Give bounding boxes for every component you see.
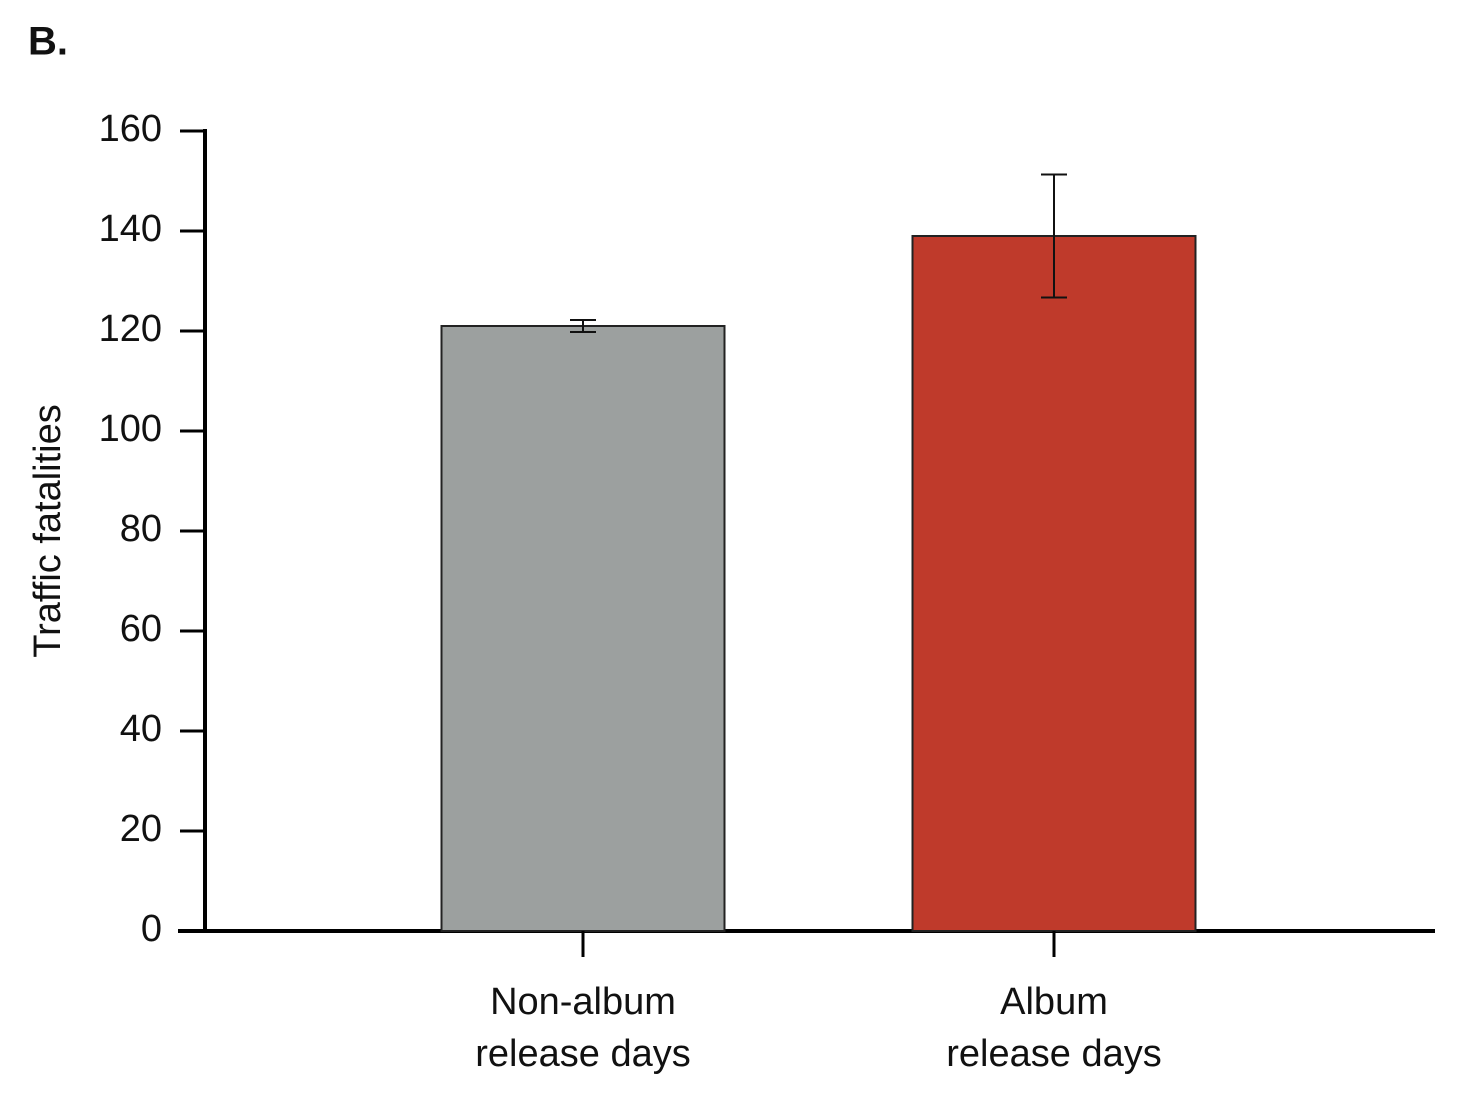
y-tick-label: 160: [99, 108, 162, 150]
x-tick-label: Album: [1000, 981, 1108, 1023]
y-tick-label: 40: [120, 708, 162, 750]
bar: [440, 325, 726, 932]
y-tick-label: 80: [120, 508, 162, 550]
panel-label: B.: [28, 20, 68, 64]
y-tick-label: 60: [120, 608, 162, 650]
x-tick-label: Non-album: [490, 981, 676, 1023]
y-axis-label: Traffic fatalities: [27, 404, 69, 657]
error-bar: [570, 319, 596, 333]
y-tick-label: 140: [99, 208, 162, 250]
y-tick-label: 120: [99, 308, 162, 350]
bar: [911, 235, 1197, 932]
y-tick-label: 100: [99, 408, 162, 450]
x-tick-label: release days: [946, 1033, 1161, 1075]
y-tick-label: 20: [120, 808, 162, 850]
error-bar: [1041, 173, 1067, 299]
x-tick-label: release days: [475, 1033, 690, 1075]
y-tick-label: 0: [141, 908, 162, 950]
